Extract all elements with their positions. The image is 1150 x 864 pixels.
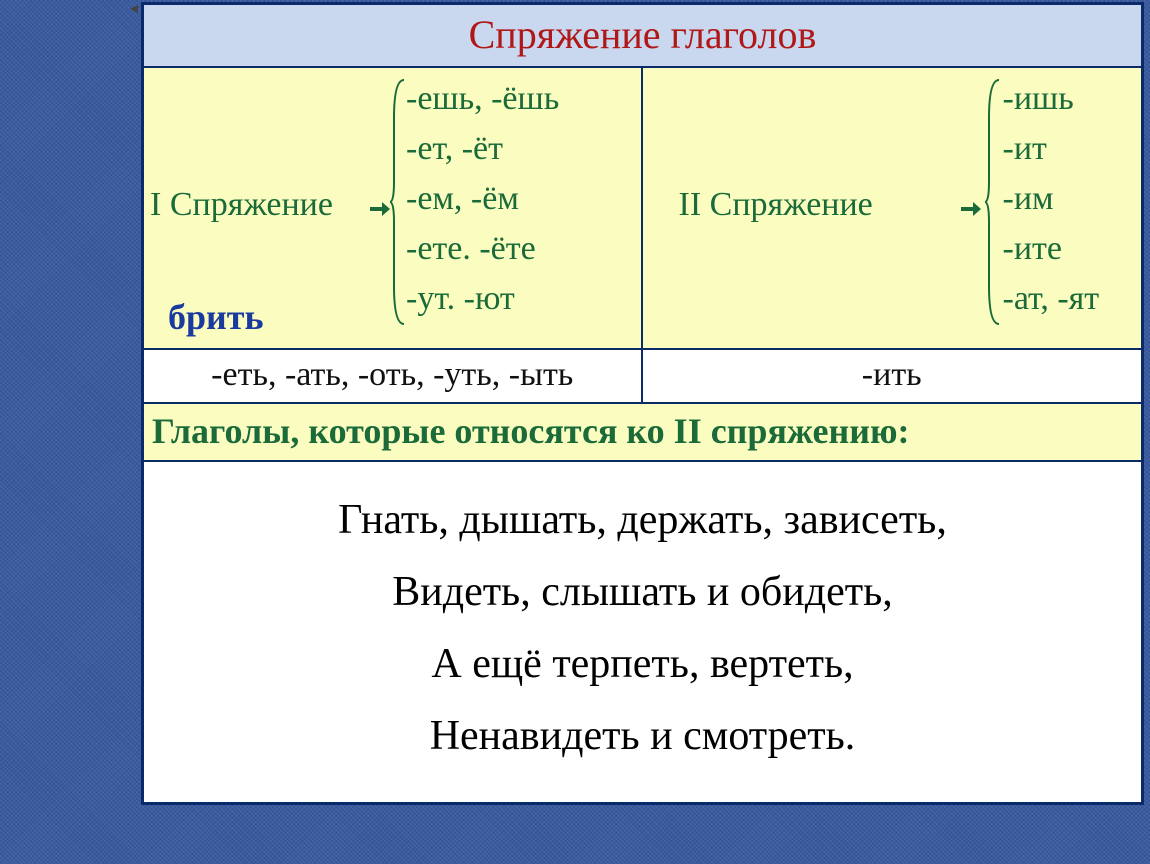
exceptions-heading: Глаголы, которые относятся ко II спряжен… [152, 411, 910, 451]
ending-item: -ете. -ёте [406, 224, 559, 274]
ending-item: -ет, -ёт [406, 124, 559, 174]
conjugation-2-label: II Спряжение [679, 186, 873, 224]
exception-word: брить [168, 296, 263, 338]
ending-item: -ем, -ём [406, 174, 559, 224]
infinitive-endings-2: -ить [643, 350, 1142, 402]
exceptions-verse: Гнать, дышать, держать, зависеть, Видеть… [144, 462, 1141, 802]
conjugation-1-column: I Спряжение -ешь, -ёшь -ет, -ёт -ем, -ём… [144, 68, 643, 348]
brace-icon [985, 78, 1003, 326]
exceptions-heading-row: Глаголы, которые относятся ко II спряжен… [144, 404, 1141, 462]
verse-line: А ещё терпеть, вертеть, [154, 628, 1131, 700]
conjugation-1-endings: -ешь, -ёшь -ет, -ёт -ем, -ём -ете. -ёте … [406, 74, 559, 324]
conjugation-2-column: II Спряжение -ишь -ит -им -ите -ат, -ят [643, 68, 1142, 348]
verse-line: Видеть, слышать и обидеть, [154, 556, 1131, 628]
conjugation-card: Спряжение глаголов I Спряжение -ешь, -ёш… [141, 2, 1144, 805]
conjugation-2-endings: -ишь -ит -им -ите -ат, -ят [1003, 74, 1100, 324]
title-text: Спряжение глаголов [469, 12, 817, 57]
arrow-icon [961, 201, 981, 217]
ending-item: -ешь, -ёшь [406, 74, 559, 124]
verse-line: Ненавидеть и смотреть. [154, 700, 1131, 772]
ending-item: -ишь [1003, 74, 1100, 124]
arrow-icon [370, 201, 390, 217]
conjugation-1-label: I Спряжение [150, 186, 333, 224]
ending-item: -ите [1003, 224, 1100, 274]
ending-item: -ат, -ят [1003, 274, 1100, 324]
ending-item: -ут. -ют [406, 274, 559, 324]
endings-row: I Спряжение -ешь, -ёшь -ет, -ёт -ем, -ём… [144, 68, 1141, 350]
infinitive-endings-1: -еть, -ать, -оть, -уть, -ыть [144, 350, 643, 402]
ending-item: -ит [1003, 124, 1100, 174]
infinitive-endings-row: -еть, -ать, -оть, -уть, -ыть -ить [144, 350, 1141, 404]
ending-item: -им [1003, 174, 1100, 224]
verse-line: Гнать, дышать, держать, зависеть, [154, 484, 1131, 556]
corner-mark: ◂ [130, 0, 138, 18]
title-row: Спряжение глаголов [144, 5, 1141, 68]
